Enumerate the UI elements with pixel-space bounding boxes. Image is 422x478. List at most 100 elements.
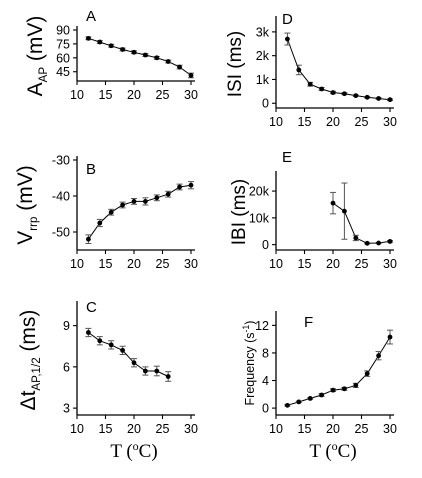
data-point [353, 93, 359, 99]
y-axis-label: AAP (mV) [24, 16, 50, 97]
data-point [177, 64, 183, 70]
data-point [307, 81, 313, 87]
data-point [188, 73, 194, 78]
x-tick-label: 15 [99, 257, 113, 271]
data-point [353, 235, 359, 241]
x-label-sup: o [133, 439, 139, 453]
y-tick-label: 0 [262, 97, 269, 111]
y-tick-label: 2k [256, 49, 270, 63]
y-axis-label: IBI (ms) [229, 179, 250, 246]
panel-letter: C [86, 299, 97, 316]
data-point [319, 86, 324, 92]
data-point [330, 200, 336, 206]
data-point [342, 208, 347, 214]
x-axis-label: T (oC) [110, 439, 157, 462]
data-point [307, 396, 313, 401]
y-tick-label: 60 [56, 51, 70, 65]
y-label-sup: -1 [241, 325, 251, 333]
y-label-sub: rrp [28, 217, 40, 231]
data-point [131, 360, 137, 366]
x-label-tail: C) [139, 441, 158, 462]
series-line [286, 38, 391, 101]
data-point [376, 96, 381, 101]
y-tick-label: 9 [63, 319, 70, 333]
y-label-sub: AP,1/2 [31, 357, 43, 390]
chart-panel-c: 3 6 9 10 15 20 25 30 C ΔtAP,1/2 (ms) T (oC) [17, 299, 198, 462]
x-tick-label: 25 [355, 257, 369, 271]
y-tick-label: 90 [56, 24, 70, 38]
x-tick-label: 30 [383, 115, 397, 129]
data-point [154, 368, 160, 374]
y-axis-label: Frequency (s-1) [241, 321, 257, 406]
x-tick-label: 15 [99, 422, 113, 436]
x-tick-label: 25 [156, 422, 170, 436]
data-point [143, 368, 148, 374]
data-point [376, 353, 381, 359]
data-point [97, 39, 103, 45]
x-tick-label: 20 [127, 257, 141, 271]
y-label-main: V [14, 231, 37, 245]
x-tick-label: 30 [184, 88, 198, 102]
x-label-tail: C) [338, 441, 357, 462]
data-point [376, 240, 381, 246]
x-axis-label: T (oC) [309, 439, 356, 462]
y-label-sub: AP [38, 67, 50, 83]
x-tick-label: 20 [127, 88, 141, 102]
data-point [188, 182, 194, 188]
panel-letter: F [304, 314, 313, 331]
y-tick-label: 10k [249, 211, 270, 225]
y-tick-label: 75 [56, 37, 70, 51]
data-point [108, 342, 114, 348]
data-point [154, 195, 160, 201]
series-line [287, 336, 391, 406]
data-point [143, 199, 148, 204]
x-tick-label: 10 [269, 115, 283, 129]
x-tick-label: 20 [326, 115, 340, 129]
data-point [120, 347, 125, 353]
y-tick-label: 3 [63, 402, 70, 416]
y-label-main: Δt [17, 390, 40, 410]
data-point [165, 374, 171, 379]
data-point [154, 55, 160, 61]
data-point [165, 59, 171, 64]
y-tick-label: 6 [63, 360, 70, 374]
data-point [364, 371, 370, 377]
panel-letter: E [282, 149, 292, 166]
data-point [177, 184, 183, 190]
x-tick-label: 10 [269, 257, 283, 271]
y-tick-label: 0 [262, 238, 269, 252]
series-line [88, 37, 192, 76]
data-point [97, 220, 103, 226]
y-tick-label: 8 [262, 346, 269, 360]
x-label-main: T ( [110, 441, 132, 462]
y-tick-label: -30 [52, 154, 70, 168]
data-point [131, 49, 137, 55]
x-tick-label: 15 [99, 88, 113, 102]
data-point [285, 402, 290, 408]
data-point [364, 94, 370, 100]
x-label-sup: o [332, 439, 338, 453]
x-tick-label: 30 [383, 257, 397, 271]
data-point [387, 97, 393, 103]
x-tick-label: 30 [184, 257, 198, 271]
data-point [97, 338, 103, 344]
y-label-unit: (ms) [229, 179, 250, 222]
chart-panel-e: 0 10k 20k 10 15 20 25 30 E IBI (ms) [229, 149, 397, 271]
series-line [332, 202, 391, 244]
y-tick-label: 0 [262, 402, 269, 416]
y-label-unit: (mV) [14, 165, 37, 216]
y-tick-label: 20k [249, 185, 270, 199]
data-point [131, 199, 137, 204]
y-label-unit: (ms) [17, 310, 40, 358]
y-axis-label: ISI (ms) [225, 31, 246, 98]
panel-letter: B [86, 161, 96, 178]
data-point [120, 47, 125, 52]
x-tick-label: 10 [269, 422, 283, 436]
y-axis-label: Vrrp (mV) [14, 165, 40, 244]
data-point [342, 91, 347, 97]
data-point [108, 43, 114, 49]
y-label-tail: ) [243, 321, 257, 325]
x-tick-label: 25 [156, 257, 170, 271]
